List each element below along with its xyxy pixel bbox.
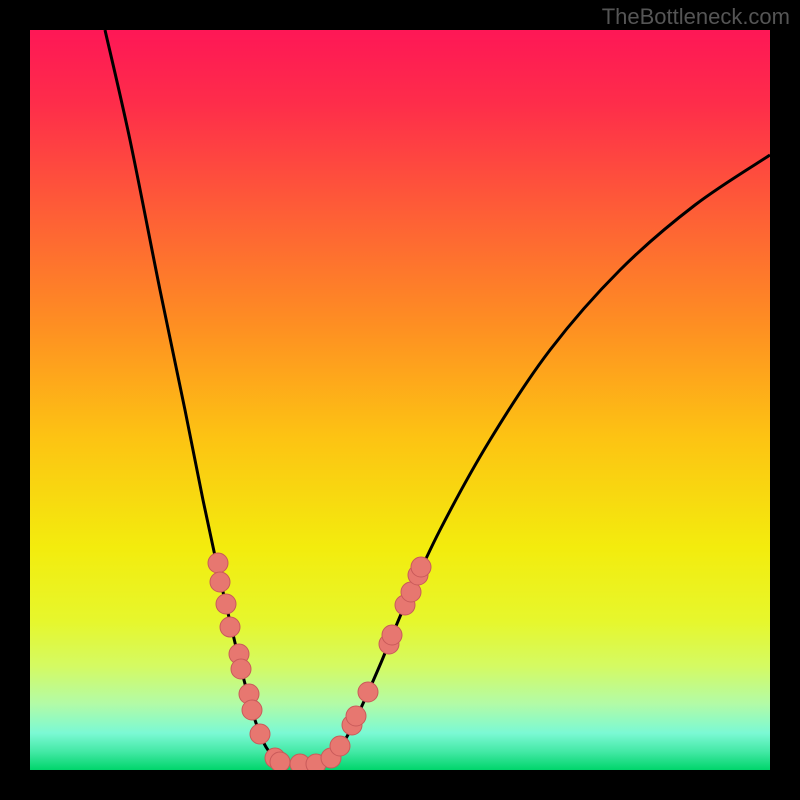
marker-point	[216, 594, 236, 614]
marker-point	[330, 736, 350, 756]
marker-point	[270, 752, 290, 772]
marker-point	[382, 625, 402, 645]
chart-root: TheBottleneck.com	[0, 0, 800, 800]
marker-point	[411, 557, 431, 577]
marker-point	[210, 572, 230, 592]
marker-point	[346, 706, 366, 726]
marker-point	[220, 617, 240, 637]
marker-point	[231, 659, 251, 679]
marker-point	[242, 700, 262, 720]
plot-area	[30, 30, 770, 770]
marker-point	[358, 682, 378, 702]
chart-svg	[0, 0, 800, 800]
marker-point	[208, 553, 228, 573]
marker-point	[250, 724, 270, 744]
